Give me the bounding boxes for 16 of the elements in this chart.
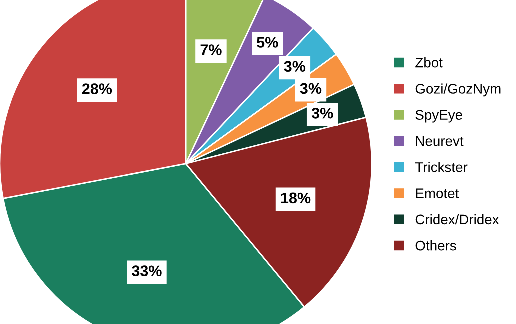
data-label: 33% [132, 266, 162, 277]
legend-label: SpyEye [416, 110, 462, 123]
legend-label: Zbot [416, 58, 443, 68]
legend-label: Trickster [415, 162, 468, 172]
data-label: 3% [300, 83, 322, 94]
legend-label: Emotet [416, 188, 460, 198]
legend-label: Others [416, 240, 456, 251]
data-label: 3% [312, 108, 334, 119]
legend-label: Gozi/GozNym [416, 84, 501, 97]
data-label: 28% [82, 84, 112, 94]
legend-label: Neurevt [416, 136, 464, 146]
legend-label: Cridex/Dridex [416, 214, 500, 225]
data-label: 3% [284, 61, 306, 72]
data-label: 7% [200, 44, 222, 56]
data-label: 18% [281, 192, 311, 204]
data-label: 5% [257, 37, 278, 48]
